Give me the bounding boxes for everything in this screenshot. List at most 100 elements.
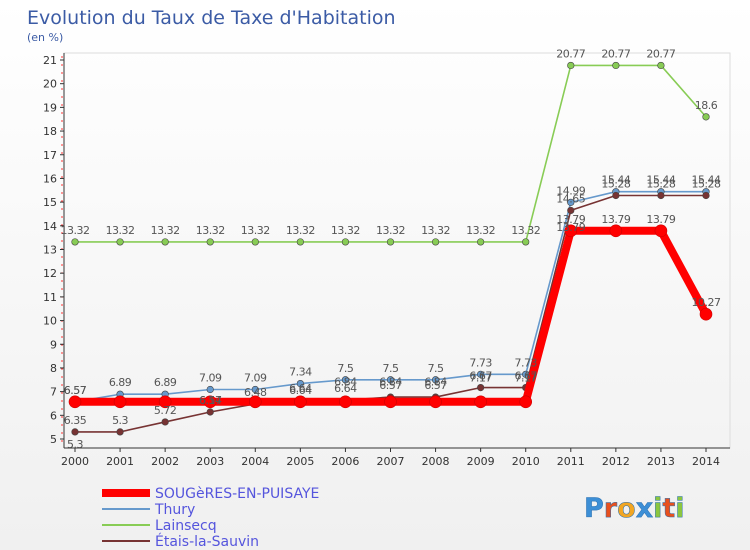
series-2-data-label: 13.32 [511,224,540,237]
series-0-data-label: 10.27 [692,296,721,309]
extra-data-label: 7.17 [514,372,537,385]
series-3-point [477,383,485,392]
x-tick-label: 2003 [196,455,224,468]
series-3-data-label: 6.67 [514,370,537,383]
series-3-point [116,428,124,436]
series-1-point [296,379,304,388]
series-2-data-label: 20.77 [601,47,630,60]
series-0-point [339,395,352,409]
series-2-point [702,113,710,121]
legend-label-sougeres: SOUGèRES-EN-PUISAYE [155,486,319,502]
series-1-data-label: 15.44 [692,174,721,187]
series-1-data-label: 15.44 [601,174,630,187]
series-3-data-label: 6.35 [64,414,87,427]
x-tick-label: 2004 [241,455,269,468]
series-0-point [429,395,442,409]
series-0-data-label: 6.57 [64,384,87,397]
series-0-data-label: 13.79 [601,213,630,226]
series-0-point [474,395,487,409]
series-1-point [341,376,350,384]
series-0-point [68,395,82,409]
logo-letter: i [653,493,662,524]
series-0-point [654,224,668,238]
series-2-data-label: 13.32 [331,224,360,237]
y-tick-label: 14 [43,220,57,233]
y-tick-label: 20 [43,78,57,91]
series-2-point [116,238,124,246]
series-3-data-label: 15.28 [601,177,630,190]
series-3-data-label: 6.67 [469,370,492,383]
series-2-point [612,61,620,70]
y-tick-label: 9 [50,338,57,351]
series-1-data-label: 7.34 [289,366,312,379]
series-3-data-label: 6.57 [424,379,447,392]
series-1-point [431,376,440,384]
series-1-data-label: 6.57 [64,384,87,397]
y-tick-label: 18 [43,125,57,138]
series-1-data-label: 7.5 [383,362,399,375]
y-tick-label: 6 [50,409,57,422]
extra-data-label: 6.84 [424,375,447,388]
series-1-data-label: 7.73 [469,356,492,369]
extra-data-label: 7.17 [469,372,492,385]
legend-label-thury: Thury [154,502,195,518]
x-tick-label: 2009 [467,455,495,468]
y-tick-label: 15 [43,196,57,209]
logo-letter: o [617,493,636,524]
series-2-point [71,238,79,246]
series-1-data-label: 15.44 [646,174,675,187]
series-2-data-label: 13.32 [151,224,180,237]
series-1-data-label: 6.89 [109,376,132,389]
series-1-data-label: 7.5 [428,362,444,375]
chart-subtitle: (en %) [27,31,63,44]
series-2-data-label: 13.32 [466,224,495,237]
series-3-point [567,206,575,215]
series-3-point [702,191,710,200]
series-2-point [251,238,259,246]
series-2-data-label: 20.77 [556,47,585,60]
series-0-point [609,224,623,238]
series-3-point [612,191,620,200]
series-3-point [206,408,214,416]
x-tick-label: 2001 [106,455,134,468]
series-2-point [567,61,575,70]
extra-data-label: 5.3 [67,438,83,451]
extra-data-label: 6.14 [199,394,222,407]
series-2-data-label: 13.32 [106,224,135,237]
x-tick-label: 2012 [602,455,630,468]
x-tick-label: 2002 [151,455,179,468]
legend-label-lainsecq: Lainsecq [155,518,217,534]
x-tick-label: 2010 [512,455,540,468]
series-0-point [158,395,172,409]
series-2-data-label: 13.32 [61,224,90,237]
series-2-point [341,238,350,246]
y-tick-label: 10 [43,315,57,328]
logo-letter: r [604,493,618,524]
y-tick-label: 13 [43,244,57,257]
series-1-data-label: 7.5 [337,362,353,375]
series-2-data-label: 13.32 [376,224,405,237]
extra-data-label: 6.84 [379,375,402,388]
x-tick-label: 2008 [422,455,450,468]
series-3-point [161,418,169,426]
series-2-data-label: 13.32 [241,224,270,237]
series-3-data-label: 15.28 [646,177,675,190]
extra-data-label: 6.84 [334,375,357,388]
y-tick-label: 5 [50,433,57,446]
logo-letter: i [675,493,684,524]
series-2-point [206,238,214,246]
series-2-data-label: 13.32 [421,224,450,237]
series-0-point [294,395,307,409]
series-1-data-label: 7.09 [199,371,222,384]
series-3-point [657,191,665,200]
x-tick-label: 2005 [286,455,314,468]
x-tick-label: 2007 [377,455,405,468]
legend-label-etais: Étais-la-Sauvin [155,533,259,550]
logo-letter: P [584,493,604,524]
series-3-data-label: 6.48 [244,386,267,399]
y-tick-label: 21 [43,54,57,67]
y-tick-label: 19 [43,101,57,114]
series-1-point [206,385,214,394]
